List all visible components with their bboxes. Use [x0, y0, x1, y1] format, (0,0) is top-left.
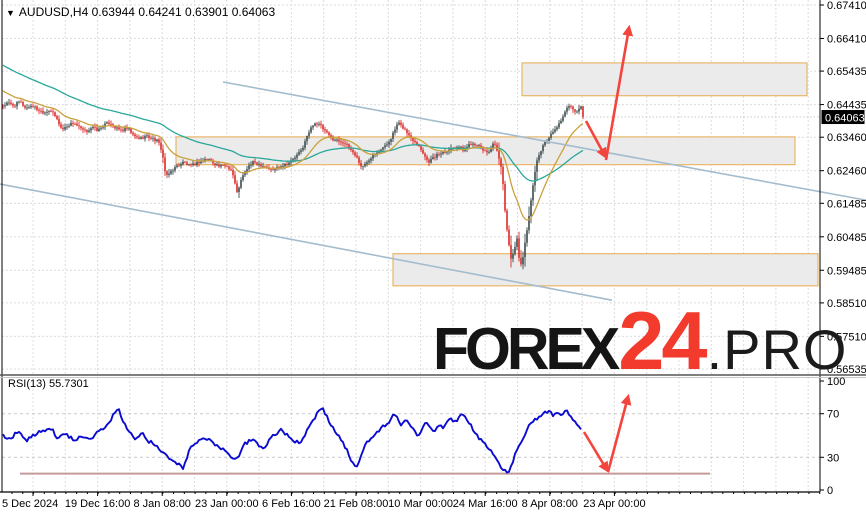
- svg-text:24 Mar 16:00: 24 Mar 16:00: [453, 498, 518, 510]
- forex24pro-watermark: FOREX 24 .PRO: [433, 299, 848, 382]
- rsi-panel[interactable]: 100 70 30 0: [2, 376, 845, 497]
- candles: [2, 98, 584, 270]
- svg-text:6 Feb 16:00: 6 Feb 16:00: [262, 498, 321, 510]
- svg-text:0.64435: 0.64435: [827, 100, 866, 112]
- svg-text:0.67410: 0.67410: [827, 0, 866, 12]
- support-lower: [392, 253, 819, 287]
- svg-text:19 Dec 16:00: 19 Dec 16:00: [65, 498, 130, 510]
- rsi-rise-arrow: [606, 393, 632, 473]
- watermark-forex: FOREX: [433, 316, 620, 382]
- current-price-badge: 0.64063: [821, 110, 865, 125]
- svg-text:10 Mar 00:00: 10 Mar 00:00: [388, 498, 453, 510]
- svg-text:30: 30: [827, 452, 839, 464]
- rsi-indicator-label: RSI(13) 55.7301: [8, 378, 89, 390]
- svg-text:23 Jan 00:00: 23 Jan 00:00: [195, 498, 259, 510]
- svg-text:0.60485: 0.60485: [827, 232, 866, 244]
- svg-text:8 Apr 08:00: 8 Apr 08:00: [522, 498, 578, 510]
- watermark-24: 24: [618, 294, 707, 387]
- svg-text:0.56535: 0.56535: [827, 364, 866, 376]
- resistance-upper: [521, 62, 808, 97]
- forecast-arrows: [582, 24, 634, 473]
- svg-text:5 Dec 2024: 5 Dec 2024: [2, 498, 58, 510]
- rsi-line: [2, 407, 582, 474]
- lower-channel[interactable]: [0, 183, 613, 302]
- svg-text:0.61485: 0.61485: [827, 198, 866, 210]
- svg-text:0.58510: 0.58510: [827, 298, 866, 310]
- svg-text:0.63460: 0.63460: [827, 132, 866, 144]
- svg-text:23 Apr 00:00: 23 Apr 00:00: [583, 498, 645, 510]
- svg-text:0.66410: 0.66410: [827, 33, 866, 45]
- time-axis: 5 Dec 2024 19 Dec 16:00 8 Jan 08:00 23 Jan …: [2, 492, 646, 510]
- rally-arrow: [604, 24, 634, 161]
- svg-text:0.64063: 0.64063: [825, 113, 865, 125]
- svg-text:21 Feb 08:00: 21 Feb 08:00: [324, 498, 389, 510]
- symbol-ohlc-text: AUDUSD,H4 0.63944 0.64241 0.63901 0.6406…: [18, 5, 276, 19]
- upper-channel[interactable]: [222, 81, 866, 201]
- price-axis: 0.67410 0.66410 0.65435 0.64435 0.63460 0.624…: [820, 0, 866, 376]
- svg-text:70: 70: [827, 409, 839, 421]
- svg-text:8 Jan 08:00: 8 Jan 08:00: [133, 498, 191, 510]
- svg-text:0.62460: 0.62460: [827, 166, 866, 178]
- svg-text:0.57510: 0.57510: [827, 331, 866, 343]
- svg-text:0: 0: [827, 485, 833, 497]
- chevron-down-icon: ▼: [6, 8, 15, 18]
- svg-text:0.65435: 0.65435: [827, 66, 866, 78]
- rsi-drop-arrow: [582, 431, 609, 473]
- watermark-pro: .PRO: [706, 318, 848, 381]
- svg-text:100: 100: [827, 376, 845, 388]
- ma-fast: [2, 90, 584, 221]
- svg-text:0.59485: 0.59485: [827, 265, 866, 277]
- symbol-info-bar: ▼ AUDUSD,H4 0.63944 0.64241 0.63901 0.640…: [6, 5, 275, 19]
- chart-frame: [0, 0, 866, 494]
- pullback-arrow: [584, 120, 607, 159]
